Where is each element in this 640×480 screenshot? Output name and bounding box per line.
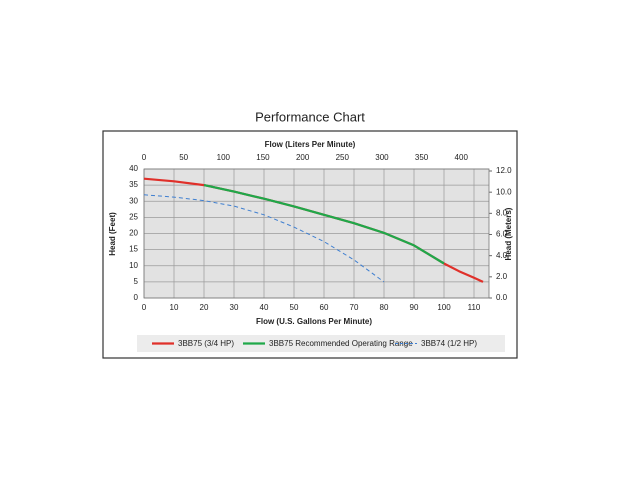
x-tick-label: 60 bbox=[320, 303, 329, 312]
x-tick-label: 20 bbox=[200, 303, 209, 312]
y-tick-label: 15 bbox=[129, 245, 138, 254]
x2-tick-label: 400 bbox=[455, 153, 469, 162]
y-tick-label: 40 bbox=[129, 164, 138, 173]
y-axis-title: Head (Feet) bbox=[108, 212, 117, 256]
series-line bbox=[143, 194, 385, 283]
y2-tick-label: 6.0 bbox=[496, 230, 508, 239]
legend bbox=[137, 335, 505, 352]
y-tick-label: 35 bbox=[129, 180, 138, 189]
x2-tick-label: 300 bbox=[375, 153, 389, 162]
y-tick-label: 20 bbox=[129, 229, 138, 238]
x2-tick-label: 250 bbox=[336, 153, 350, 162]
y-tick-label: 0 bbox=[134, 293, 139, 302]
series-line bbox=[203, 184, 445, 265]
x-tick-label: 50 bbox=[290, 303, 299, 312]
y2-tick-label: 10.0 bbox=[496, 187, 512, 196]
x2-tick-label: 200 bbox=[296, 153, 310, 162]
x-tick-label: 100 bbox=[437, 303, 451, 312]
x2-tick-label: 350 bbox=[415, 153, 429, 162]
chart-title: Performance Chart bbox=[255, 109, 365, 124]
x-axis-title: Flow (U.S. Gallons Per Minute) bbox=[256, 317, 372, 326]
y-tick-label: 25 bbox=[129, 212, 138, 221]
x2-tick-label: 0 bbox=[142, 153, 147, 162]
y2-tick-label: 12.0 bbox=[496, 166, 512, 175]
legend-label: 3BB74 (1/2 HP) bbox=[421, 339, 477, 348]
x-tick-label: 70 bbox=[350, 303, 359, 312]
y2-tick-label: 8.0 bbox=[496, 208, 508, 217]
x-tick-label: 30 bbox=[230, 303, 239, 312]
x-tick-label: 40 bbox=[260, 303, 269, 312]
y2-tick-label: 0.0 bbox=[496, 293, 508, 302]
y-tick-label: 5 bbox=[134, 277, 139, 286]
x2-tick-label: 100 bbox=[217, 153, 231, 162]
x-tick-label: 90 bbox=[410, 303, 419, 312]
x2-tick-label: 150 bbox=[256, 153, 270, 162]
x-tick-label: 80 bbox=[380, 303, 389, 312]
x2-axis-title: Flow (Liters Per Minute) bbox=[265, 140, 356, 149]
y2-tick-label: 4.0 bbox=[496, 251, 508, 260]
plot-border bbox=[143, 168, 490, 299]
x2-tick-label: 50 bbox=[179, 153, 188, 162]
y-tick-label: 30 bbox=[129, 196, 138, 205]
y-tick-label: 10 bbox=[129, 261, 138, 270]
x-tick-label: 10 bbox=[170, 303, 179, 312]
x-tick-label: 110 bbox=[468, 303, 481, 312]
y2-tick-label: 2.0 bbox=[496, 272, 508, 281]
x-tick-label: 0 bbox=[142, 303, 147, 312]
y2-axis-title: Head (Meters) bbox=[504, 207, 513, 260]
legend-label: 3BB75 (3/4 HP) bbox=[178, 339, 234, 348]
legend-label: 3BB75 Recommended Operating Range bbox=[269, 339, 413, 348]
